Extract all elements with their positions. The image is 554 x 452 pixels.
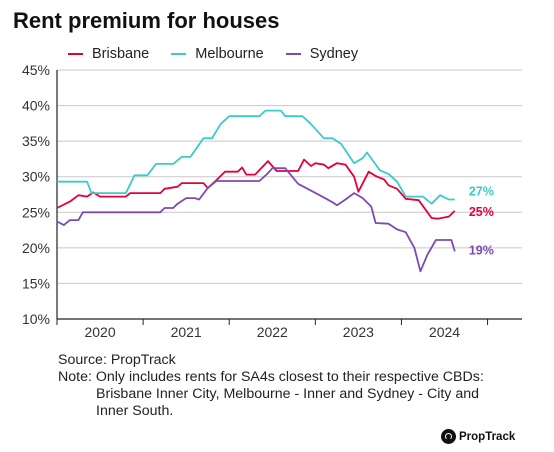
y-axis: 45% 40% 35% 30% 25% 20% 15% 10%: [22, 62, 58, 327]
y-tick-label: 20%: [22, 240, 50, 256]
proptrack-logo: PropTrack: [441, 429, 515, 444]
series-line-melbourne: [57, 109, 455, 205]
y-tick-label: 25%: [22, 204, 50, 220]
note-line-1: Note: Only includes rents for SA4s close…: [58, 369, 484, 385]
x-tick-label: 2021: [171, 324, 202, 340]
legend-swatch-brisbane: [68, 52, 83, 56]
note-line-2: Brisbane Inner City, Melbourne - Inner a…: [96, 386, 479, 402]
legend-label-brisbane: Brisbane: [92, 46, 150, 62]
x-axis: 2020 2021 2022 2023 2024: [56, 318, 522, 340]
x-tick-label: 2023: [343, 324, 374, 340]
series-line-brisbane: [56, 158, 456, 220]
legend-item-brisbane: Brisbane: [68, 46, 149, 62]
proptrack-logo-icon: [441, 429, 456, 444]
end-label-sydney: 19%: [469, 243, 494, 257]
legend-item-melbourne: Melbourne: [171, 46, 264, 62]
end-label-brisbane: 25%: [469, 205, 494, 219]
x-tick-label: 2024: [429, 324, 460, 340]
series-line-sydney: [56, 167, 456, 273]
note-line-3: Inner South.: [96, 403, 174, 419]
end-label-melbourne: 27%: [469, 184, 494, 198]
y-tick-label: 15%: [22, 275, 50, 291]
y-tick-label: 45%: [22, 62, 50, 78]
y-tick-label: 35%: [22, 133, 50, 149]
series-lines: [56, 109, 456, 273]
source-note: Source: PropTrack: [58, 352, 176, 368]
legend-swatch-sydney: [285, 52, 301, 56]
y-tick-label: 10%: [22, 311, 50, 327]
legend-label-melbourne: Melbourne: [195, 46, 264, 62]
chart-footnote: Source: PropTrack Note: Only includes re…: [58, 352, 484, 420]
chart-title: Rent premium for houses: [13, 8, 280, 33]
y-tick-label: 40%: [22, 98, 50, 114]
chart-legend: Brisbane Melbourne Sydney: [68, 46, 380, 62]
x-tick-label: 2022: [257, 324, 288, 340]
legend-label-sydney: Sydney: [309, 46, 359, 62]
end-labels: 25% 27% 19%: [469, 184, 494, 257]
logo-text: PropTrack: [459, 430, 516, 443]
x-tick-label: 2020: [84, 324, 115, 340]
y-tick-label: 30%: [22, 169, 50, 185]
chart-plot: 45%40%35%30%25%20%15%10% 2020 2021 2022 202…: [22, 62, 522, 340]
gridlines: [57, 69, 522, 284]
legend-item-sydney: Sydney: [285, 46, 359, 62]
legend-swatch-melbourne: [171, 52, 187, 56]
